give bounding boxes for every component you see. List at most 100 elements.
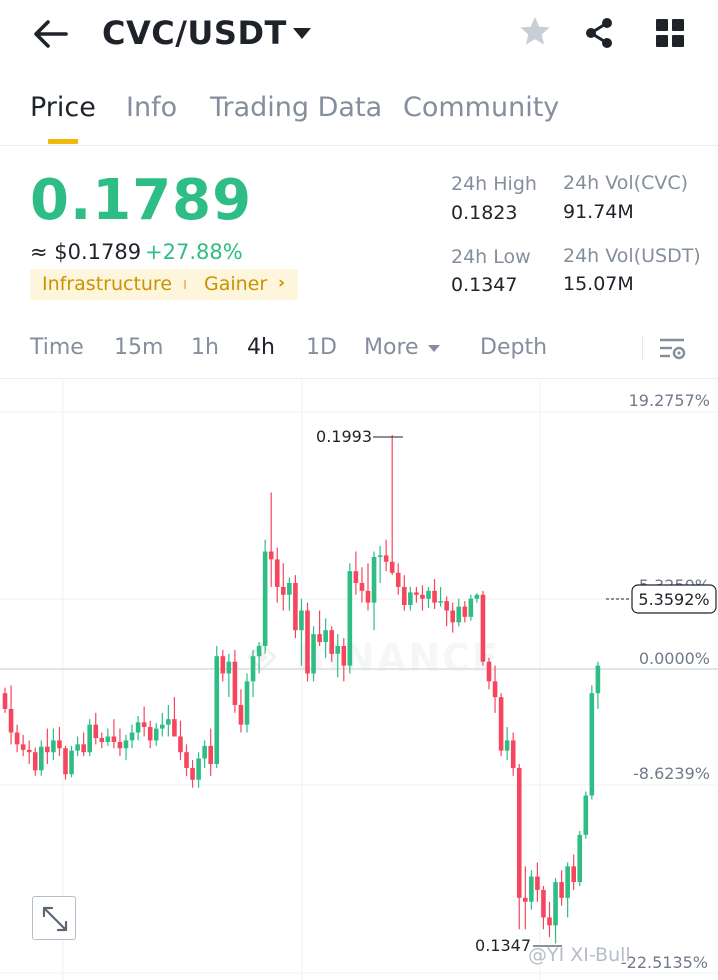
candle-body	[492, 681, 498, 698]
candle-body	[438, 601, 443, 603]
category-tags[interactable]: Infrastructure Gainer ›	[30, 269, 298, 300]
candle-body	[414, 592, 419, 595]
candle-body	[468, 598, 474, 617]
pair-title[interactable]: CVC/USDT	[102, 14, 287, 52]
chart-top-border	[0, 378, 718, 379]
pair-dropdown-icon[interactable]	[293, 28, 311, 39]
interval-15m[interactable]: 15m	[114, 335, 164, 360]
candle-body	[529, 876, 534, 902]
chart-settings-icon[interactable]	[658, 336, 686, 362]
candle-body	[389, 561, 395, 573]
candle-body	[262, 551, 268, 646]
fullscreen-button[interactable]	[32, 896, 76, 940]
interval-1d[interactable]: 1D	[306, 335, 337, 360]
candle-body	[299, 610, 304, 631]
grid-menu-icon[interactable]	[655, 18, 685, 48]
candle-body	[287, 582, 292, 595]
candle-body	[51, 740, 56, 753]
candle-body	[293, 582, 298, 631]
candlestick-chart[interactable]: BINANCE 19.2757% 0.0000% -8.6239% 5.3250…	[0, 379, 718, 980]
candle-body	[105, 736, 111, 742]
min-price-label: 0.1347	[475, 936, 531, 955]
candle-body	[444, 601, 449, 611]
candle-body	[135, 722, 141, 733]
usd-price: ≈ $0.1789	[30, 240, 142, 264]
more-button[interactable]: More	[364, 335, 419, 360]
candle-body	[583, 795, 589, 835]
axis-label-top: 19.2757%	[629, 391, 710, 410]
chevron-right-icon: ›	[278, 273, 286, 293]
controls-divider	[642, 336, 643, 360]
tag-separator	[184, 280, 186, 289]
candle-body	[450, 610, 455, 623]
tab-info[interactable]: Info	[126, 92, 178, 123]
vol-base-value: 91.74M	[563, 201, 634, 223]
binance-watermark-logo: BINANCE	[247, 636, 498, 680]
candle-body	[462, 606, 468, 617]
candle-body	[523, 897, 528, 902]
tag-infrastructure[interactable]: Infrastructure	[42, 273, 173, 295]
candle-body	[20, 744, 26, 750]
candle-body	[341, 645, 347, 666]
axis-label-lower: -8.6239%	[633, 764, 710, 783]
candle-body	[595, 665, 601, 694]
vol-base-label: 24h Vol(CVC)	[563, 172, 689, 194]
candle-body	[244, 681, 250, 725]
candle-body	[317, 634, 322, 643]
candle-body	[141, 722, 147, 728]
candle-body	[81, 744, 86, 753]
interval-1h[interactable]: 1h	[191, 335, 219, 360]
candle-body	[26, 749, 32, 753]
back-arrow-icon[interactable]	[30, 16, 70, 52]
candle-body	[166, 719, 171, 725]
candle-body	[208, 745, 213, 765]
candle-body	[474, 594, 480, 599]
vol-quote-value: 15.07M	[563, 273, 634, 295]
candle-body	[432, 590, 437, 603]
candle-body	[559, 882, 564, 898]
high-label: 24h High	[451, 173, 537, 195]
axis-label-bottom: -22.5135%	[621, 953, 708, 972]
interval-4h[interactable]: 4h	[247, 335, 275, 360]
chart-gridlines	[0, 379, 718, 980]
tag-gainer[interactable]: Gainer	[204, 273, 268, 295]
candle-body	[226, 661, 232, 674]
candle-body	[250, 656, 256, 682]
candle-body	[129, 732, 135, 741]
share-icon[interactable]	[582, 16, 616, 50]
candle-body	[14, 732, 20, 745]
top-bar: CVC/USDT	[0, 0, 718, 70]
candle-body	[202, 745, 207, 759]
watermark-text: @YI XI-Bull	[528, 944, 631, 966]
candle-body	[39, 746, 44, 771]
tab-trading-data[interactable]: Trading Data	[210, 92, 383, 123]
tab-price[interactable]: Price	[30, 92, 96, 123]
candle-body	[99, 738, 105, 742]
candle-body	[486, 661, 492, 682]
current-price-marker	[631, 584, 717, 614]
depth-button[interactable]: Depth	[480, 335, 548, 360]
candle-body	[323, 630, 328, 643]
candle-body	[311, 634, 316, 674]
active-tab-indicator	[48, 139, 78, 144]
time-button[interactable]: Time	[30, 335, 84, 360]
star-icon[interactable]	[518, 15, 552, 49]
low-value: 0.1347	[451, 274, 518, 296]
candle-body	[541, 889, 546, 918]
candle-body	[232, 661, 238, 705]
candle-body	[498, 697, 504, 751]
section-tabs: Price Info Trading Data Community	[0, 88, 718, 146]
candle-body	[577, 834, 583, 883]
candle-body	[45, 746, 50, 753]
max-price-label: 0.1993	[316, 427, 372, 446]
candle-body	[402, 586, 407, 606]
candle-body	[87, 724, 92, 753]
candle-body	[75, 744, 80, 751]
candle-body	[335, 645, 341, 654]
candle-body	[516, 767, 522, 898]
candle-body	[480, 594, 486, 662]
candle-body	[281, 586, 286, 595]
last-price: 0.1789	[30, 168, 253, 233]
candle-body	[63, 748, 68, 775]
tab-community[interactable]: Community	[403, 92, 560, 123]
